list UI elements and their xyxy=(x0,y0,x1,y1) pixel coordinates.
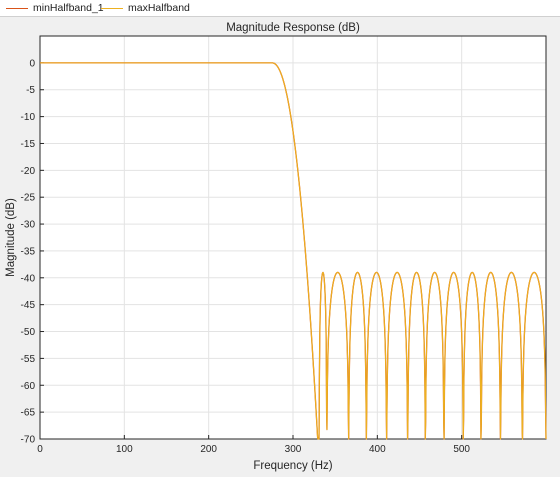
plot-frame xyxy=(39,35,547,440)
y-tick-label: -20 xyxy=(21,166,36,177)
y-tick-label: -50 xyxy=(21,327,36,338)
y-tick-label: -10 xyxy=(21,112,36,123)
y-tick-label: -45 xyxy=(21,300,36,311)
y-tick-label: 0 xyxy=(29,58,35,69)
series-curves xyxy=(39,62,547,440)
legend-label: minHalfband_1 xyxy=(33,2,104,14)
legend-label: maxHalfband xyxy=(128,2,190,14)
x-tick-label: 0 xyxy=(37,444,43,455)
legend: minHalfband_1 maxHalfband xyxy=(0,0,560,17)
x-tick-label: 300 xyxy=(285,444,302,455)
x-tick-label: 500 xyxy=(453,444,470,455)
legend-line-swatch xyxy=(101,7,123,9)
y-tick-label: -25 xyxy=(21,193,36,204)
y-tick-label: -65 xyxy=(21,408,36,419)
x-tick-label: 400 xyxy=(369,444,386,455)
chart-title: Magnitude Response (dB) xyxy=(226,22,360,34)
legend-item-maxhalfband[interactable]: maxHalfband xyxy=(101,1,190,15)
y-tick-label: -30 xyxy=(21,220,36,231)
y-tick-label: -5 xyxy=(26,85,35,96)
legend-item-minhalfband-1[interactable]: minHalfband_1 xyxy=(6,1,104,15)
x-axis-label: Frequency (Hz) xyxy=(253,460,332,472)
axis-ticks: 0 100 200 300 400 500 0 -5 -10 -15 -20 -25 -30 -35 -40… xyxy=(21,35,547,455)
y-tick-label: -70 xyxy=(21,435,36,446)
magnitude-response-chart: 0 100 200 300 400 500 0 -5 -10 -15 -20 -25 -30 -35 -40… xyxy=(5,22,547,472)
y-tick-label: -15 xyxy=(21,139,36,150)
y-tick-label: -40 xyxy=(21,273,36,284)
legend-line-swatch xyxy=(6,7,28,9)
y-tick-label: -55 xyxy=(21,354,36,365)
series-line-maxhalfband[interactable] xyxy=(39,62,547,440)
x-tick-label: 100 xyxy=(116,444,133,455)
x-tick-label: 200 xyxy=(200,444,217,455)
y-tick-label: -60 xyxy=(21,381,36,392)
y-tick-label: -35 xyxy=(21,246,36,257)
y-axis-label: Magnitude (dB) xyxy=(5,198,17,277)
